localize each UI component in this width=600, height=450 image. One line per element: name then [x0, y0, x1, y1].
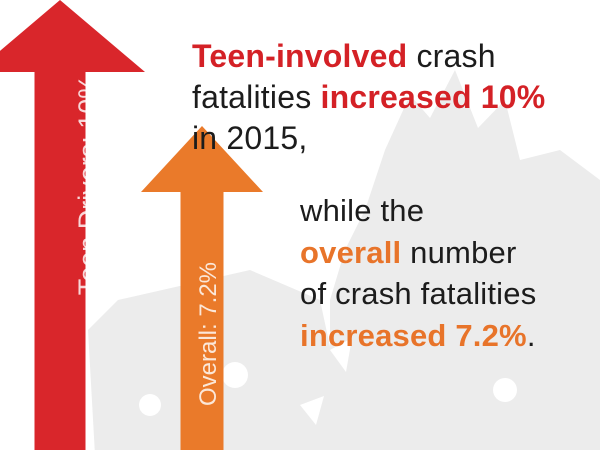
highlight-increased-7-2: increased 7.2% — [300, 317, 527, 353]
highlight-overall: overall — [300, 234, 402, 270]
highlight-increased-10: increased 10% — [320, 79, 546, 115]
text-crash: crash — [407, 38, 496, 74]
overall-arrow-label: Overall: 7.2% — [195, 261, 222, 407]
headline-overall-line-3: of crash fatalities — [300, 276, 537, 311]
arrow-bars — [0, 0, 263, 450]
headline-teen-line-3: in 2015, — [192, 120, 308, 156]
text-number: number — [401, 234, 517, 270]
teen-drivers-arrow-bar — [0, 0, 145, 450]
headline-overall-line-2: overall number — [300, 232, 595, 274]
headline-teen: Teen-involved crash fatalities increased… — [192, 36, 592, 159]
headline-overall-line-1: while the — [300, 193, 425, 228]
text-fatalities: fatalities — [192, 79, 321, 115]
headline-teen-line-2: fatalities increased 10% — [192, 77, 592, 118]
teen-drivers-arrow-label: Teen Drivers: 10% — [73, 74, 103, 296]
overall-arrow-bar — [141, 126, 263, 450]
headline-teen-line-1: Teen-involved crash — [192, 36, 592, 77]
text-period: . — [526, 317, 536, 353]
highlight-teen-involved: Teen-involved — [192, 38, 408, 74]
car-crash-icon — [88, 70, 600, 450]
headline-overall: while the overall number of crash fatali… — [300, 190, 595, 356]
headline-overall-line-4: increased 7.2%. — [300, 315, 595, 357]
